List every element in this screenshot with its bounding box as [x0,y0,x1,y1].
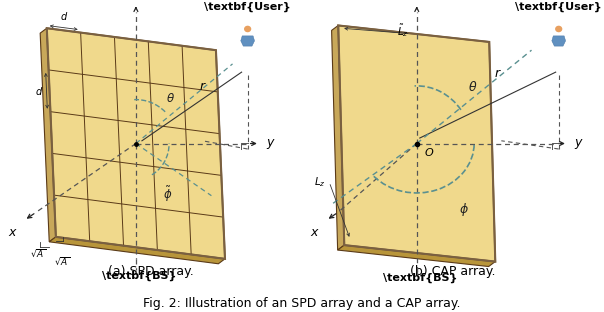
Text: $\theta$: $\theta$ [468,80,478,94]
Polygon shape [241,36,254,46]
Text: $\tilde{L}_z$: $\tilde{L}_z$ [397,22,410,39]
Text: (a) SPD array.: (a) SPD array. [108,265,194,278]
Text: $z$: $z$ [413,0,421,1]
Text: $y$: $y$ [266,137,275,150]
Text: $x$: $x$ [8,226,18,239]
Text: $d$: $d$ [35,85,43,97]
Polygon shape [40,28,56,242]
Polygon shape [338,26,495,261]
Text: $x$: $x$ [310,226,320,239]
Text: \textbf{BS}: \textbf{BS} [101,271,176,281]
Text: Fig. 2: Illustration of an SPD array and a CAP array.: Fig. 2: Illustration of an SPD array and… [143,297,461,310]
Text: $r$: $r$ [494,67,501,80]
Text: $d$: $d$ [60,10,68,22]
Polygon shape [332,26,344,250]
Text: $\theta$: $\theta$ [166,92,175,105]
Text: \textbf{BS}: \textbf{BS} [382,273,457,283]
Text: \textbf{User}: \textbf{User} [515,2,602,12]
Text: $y$: $y$ [574,137,583,150]
Polygon shape [552,36,565,46]
Text: \textbf{User}: \textbf{User} [204,2,291,12]
Text: (b) CAP array.: (b) CAP array. [410,265,496,278]
Text: $L_z$: $L_z$ [315,175,326,189]
Text: $z$: $z$ [132,0,140,1]
Text: $\tilde{\phi}$: $\tilde{\phi}$ [163,185,173,204]
Text: $O$: $O$ [424,146,435,158]
Text: $\sqrt{A}$: $\sqrt{A}$ [54,256,70,267]
Polygon shape [338,245,495,266]
Circle shape [244,26,251,32]
Text: $\sqrt{A}$: $\sqrt{A}$ [30,247,46,259]
Polygon shape [47,28,225,259]
Text: $\phi$: $\phi$ [459,201,469,218]
Text: $r$: $r$ [199,80,207,93]
Circle shape [555,26,562,32]
Polygon shape [50,237,225,264]
